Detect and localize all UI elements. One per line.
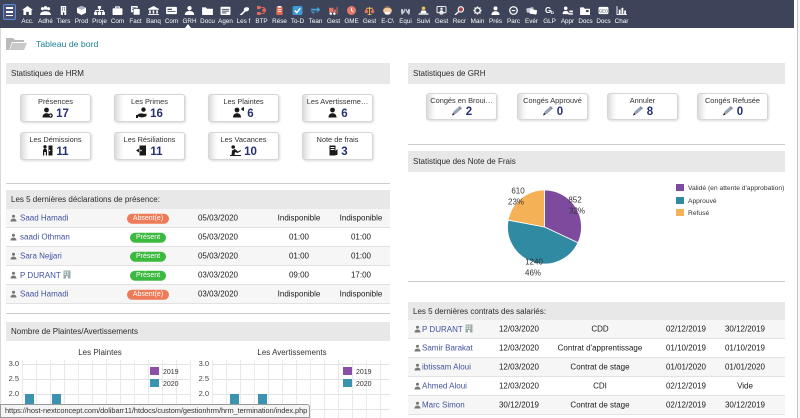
svg-text:b: b [551,10,554,15]
svg-text:GEO: GEO [599,8,609,13]
svg-text:G: G [545,6,551,15]
